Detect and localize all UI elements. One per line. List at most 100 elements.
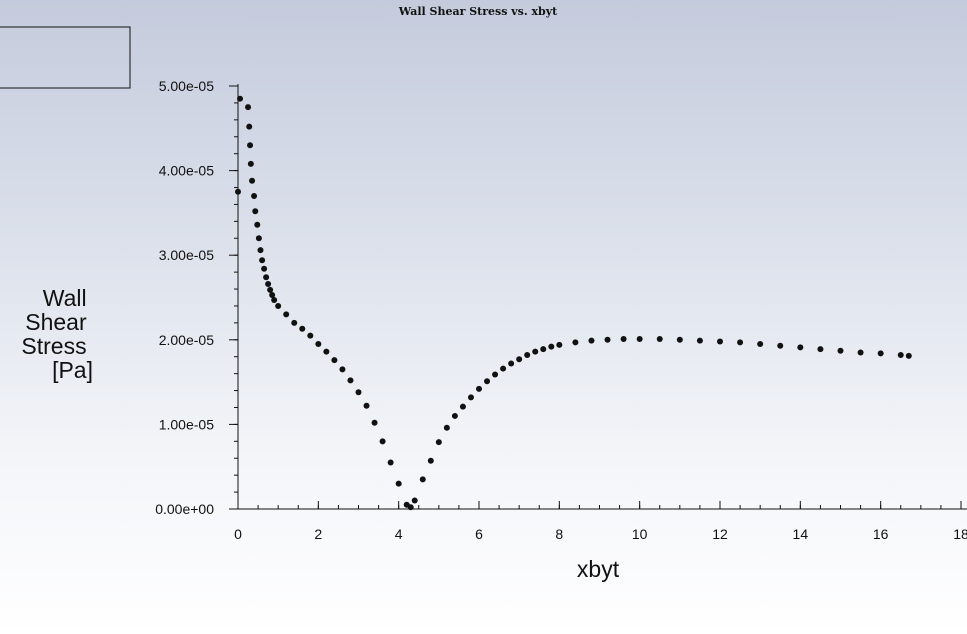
data-point — [299, 325, 306, 332]
data-point — [411, 497, 418, 504]
y-tick-label: 1.00e-05 — [159, 416, 214, 432]
data-point — [548, 343, 555, 350]
x-axis-label: xbyt — [577, 556, 620, 582]
data-point — [254, 221, 261, 228]
data-point — [407, 504, 414, 511]
axes — [229, 84, 967, 510]
data-point — [267, 286, 274, 293]
data-point — [588, 337, 595, 344]
data-point — [283, 311, 290, 318]
data-point — [737, 339, 744, 346]
data-point — [717, 338, 723, 345]
chart-title: Wall Shear Stress vs. xbyt — [398, 5, 558, 18]
data-point — [387, 459, 394, 466]
y-axis-label-line: [Pa] — [52, 357, 93, 383]
data-point — [484, 378, 491, 385]
data-point — [435, 439, 442, 446]
data-point — [261, 265, 268, 272]
data-point — [271, 297, 278, 304]
x-tick-labels: 0 2 4 6 8 10 12 14 16 18 — [234, 526, 967, 542]
x-tick-label: 16 — [873, 526, 889, 542]
x-tick-label: 12 — [712, 526, 728, 542]
data-point — [371, 419, 378, 426]
data-point — [291, 319, 298, 326]
data-point — [419, 476, 426, 483]
data-point — [897, 352, 904, 359]
legend-box — [0, 26, 131, 89]
data-point — [247, 160, 254, 167]
data-point — [307, 332, 314, 339]
data-point — [516, 356, 523, 363]
data-point — [323, 348, 330, 355]
data-point — [339, 366, 346, 373]
data-point — [269, 291, 276, 298]
data-point — [676, 336, 683, 343]
data-point — [315, 341, 322, 348]
x-tick-label: 14 — [793, 526, 809, 542]
x-tick-label: 10 — [632, 526, 648, 542]
data-point — [905, 352, 912, 359]
data-point — [331, 357, 338, 364]
x-tick-label: 0 — [234, 526, 242, 542]
x-tick-label: 2 — [314, 526, 322, 542]
data-point — [363, 402, 370, 409]
data-point — [355, 389, 362, 396]
y-axis-label-line: Shear — [25, 309, 87, 335]
data-point — [837, 347, 844, 354]
data-point — [604, 336, 611, 343]
data-point — [263, 274, 270, 281]
data-point — [572, 339, 579, 346]
data-point — [540, 346, 547, 353]
data-point — [245, 104, 252, 111]
y-axis-label: Wall Shear Stress [Pa] — [21, 285, 93, 383]
data-point — [247, 142, 254, 149]
y-tick-label: 0.00e+00 — [155, 501, 214, 517]
data-point — [857, 349, 864, 356]
data-point — [427, 457, 434, 464]
data-point — [476, 385, 482, 392]
data-point — [265, 280, 272, 287]
data-point — [777, 342, 784, 349]
y-tick-label: 2.00e-05 — [159, 332, 214, 348]
data-point — [379, 438, 386, 445]
data-point — [877, 350, 884, 357]
y-axis-label-line: Stress — [21, 333, 86, 359]
data-point — [817, 346, 824, 353]
data-point — [500, 365, 507, 372]
data-point — [636, 335, 643, 342]
y-tick-label: 4.00e-05 — [159, 163, 214, 179]
data-points — [235, 95, 912, 511]
data-point — [757, 341, 764, 348]
data-point — [347, 377, 354, 384]
data-point — [467, 394, 474, 401]
data-point — [532, 348, 539, 355]
data-point — [395, 480, 402, 487]
data-point — [252, 208, 259, 215]
data-point — [259, 257, 266, 264]
y-tick-label: 3.00e-05 — [159, 247, 214, 263]
data-point — [656, 335, 663, 342]
data-point — [620, 335, 627, 342]
y-axis-label-line: Wall — [43, 285, 87, 311]
data-point — [508, 360, 515, 367]
data-point — [251, 192, 258, 199]
data-point — [255, 235, 262, 242]
data-point — [524, 352, 531, 359]
data-point — [235, 188, 241, 195]
data-point — [257, 247, 264, 254]
data-point — [246, 123, 253, 130]
y-tick-labels: 0.00e+00 1.00e-05 2.00e-05 3.00e-05 4.00e-05… — [155, 78, 214, 517]
x-tick-label: 4 — [395, 526, 403, 542]
data-point — [556, 341, 563, 348]
data-point — [696, 337, 703, 344]
data-point — [237, 95, 244, 102]
x-tick-label: 8 — [555, 526, 563, 542]
data-point — [275, 302, 282, 309]
data-point — [451, 412, 458, 419]
data-point — [249, 177, 256, 184]
data-point — [443, 424, 450, 431]
data-point — [492, 371, 499, 378]
x-tick-label: 18 — [953, 526, 967, 542]
data-point — [459, 403, 466, 410]
